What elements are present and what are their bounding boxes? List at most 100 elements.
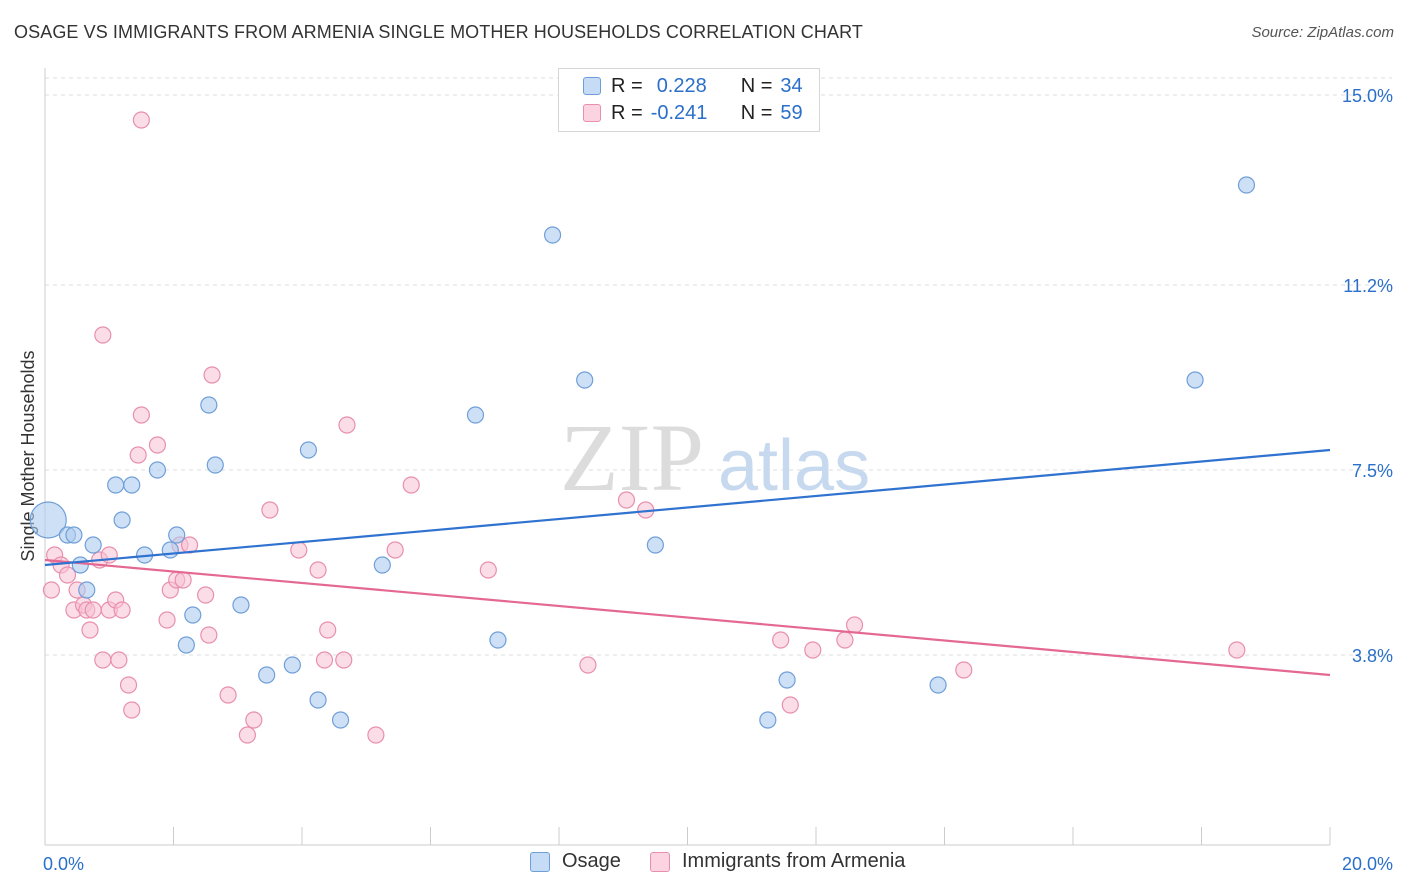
armenia-point (309, 561, 327, 579)
osage-point (576, 371, 594, 389)
osage-point (373, 556, 391, 574)
armenia-point (119, 676, 138, 694)
armenia-n-value: 59 (780, 101, 803, 124)
osage-point (489, 631, 507, 649)
osage-point (161, 541, 179, 559)
chart-title: OSAGE VS IMMIGRANTS FROM ARMENIA SINGLE … (14, 22, 863, 42)
source-label: Source: ZipAtlas.com (1251, 24, 1394, 41)
osage-point (646, 536, 664, 554)
armenia-point (42, 581, 61, 599)
armenia-point (148, 436, 167, 454)
x-tick-labels: 0.0% 20.0% (43, 854, 1393, 874)
armenia-point (200, 626, 218, 644)
armenia-point (617, 491, 636, 509)
armenia-point (386, 541, 404, 559)
osage-point-large (29, 501, 67, 539)
armenia-point (81, 621, 99, 639)
osage-point (78, 581, 96, 599)
armenia-point (58, 566, 77, 584)
osage-point (759, 711, 777, 729)
osage-point (184, 606, 202, 624)
armenia-legend-label: Immigrants from Armenia (682, 850, 906, 872)
x-tick-label-max: 20.0% (1342, 854, 1393, 874)
y-tick-label: 15.0% (1342, 86, 1393, 106)
legend-row-armenia: R = -0.241 N = 59 (583, 100, 803, 126)
armenia-legend-swatch (650, 851, 670, 872)
series-legend: Osage Immigrants from Armenia (0, 850, 1406, 880)
osage-swatch (583, 77, 601, 95)
osage-point (232, 596, 250, 614)
armenia-trend-line (44, 558, 1331, 677)
armenia-point (335, 651, 353, 669)
armenia-point (132, 111, 150, 129)
osage-point (331, 711, 350, 729)
armenia-point (781, 696, 799, 714)
osage-point (71, 556, 89, 574)
y-tick-labels: 3.8% 7.5% 11.2% 15.0% (1342, 86, 1393, 666)
stats-legend: R = 0.228 N = 34 R = -0.241 N = 59 (558, 68, 820, 132)
armenia-point (158, 611, 176, 629)
armenia-point (132, 406, 150, 424)
y-tick-label: 11.2% (1343, 276, 1393, 296)
armenia-r-label: R = (611, 101, 643, 124)
armenia-point (261, 501, 279, 519)
osage-point (283, 656, 301, 674)
armenia-point (290, 541, 308, 559)
armenia-point (845, 616, 864, 634)
osage-point (206, 456, 224, 474)
osage-point (778, 671, 796, 689)
osage-point (168, 526, 186, 544)
osage-point (258, 666, 276, 684)
osage-point (929, 676, 947, 694)
x-tick-label-min: 0.0% (43, 854, 84, 874)
osage-n-label: N = (740, 74, 773, 97)
armenia-point (315, 651, 334, 669)
osage-point (466, 406, 485, 424)
armenia-point (84, 601, 102, 619)
osage-point (123, 476, 141, 494)
osage-point (84, 536, 102, 554)
trend-lines (44, 448, 1331, 677)
osage-point (200, 396, 218, 414)
osage-point (1237, 176, 1256, 194)
osage-point (107, 476, 125, 494)
osage-r-value: 0.228 (656, 74, 707, 97)
osage-point (177, 636, 195, 654)
osage-point (65, 526, 83, 544)
armenia-swatch (583, 104, 601, 122)
armenia-point (1228, 641, 1246, 659)
osage-point (1186, 371, 1204, 389)
armenia-point (123, 701, 141, 719)
armenia-point (203, 366, 221, 384)
armenia-point (113, 601, 131, 619)
armenia-point (174, 571, 192, 589)
armenia-point (94, 326, 112, 344)
armenia-point (772, 631, 790, 649)
watermark-zip: ZIP (560, 404, 704, 511)
grid-lines (45, 77, 1392, 656)
armenia-point (94, 651, 112, 669)
y-axis-label: Single Mother Households (18, 350, 38, 561)
armenia-point (367, 726, 385, 744)
armenia-point (197, 586, 215, 604)
osage-point (299, 441, 318, 459)
y-tick-label: 3.8% (1352, 646, 1393, 666)
armenia-point (319, 621, 337, 639)
osage-trend-line (44, 448, 1331, 567)
osage-r-label: R = (611, 74, 643, 97)
armenia-point (804, 641, 822, 659)
legend-row-osage: R = 0.228 N = 34 (583, 73, 803, 99)
armenia-point (110, 651, 128, 669)
armenia-n-label: N = (740, 101, 773, 124)
armenia-point (129, 446, 147, 464)
legend-item-armenia: Immigrants from Armenia (650, 850, 905, 873)
armenia-point (402, 476, 420, 494)
armenia-r-value: -0.241 (650, 101, 708, 124)
armenia-point (836, 631, 854, 649)
armenia-point (245, 711, 263, 729)
osage-point (543, 226, 562, 244)
osage-point (309, 691, 327, 709)
axes (44, 68, 1331, 846)
legend-item-osage: Osage (530, 850, 621, 873)
